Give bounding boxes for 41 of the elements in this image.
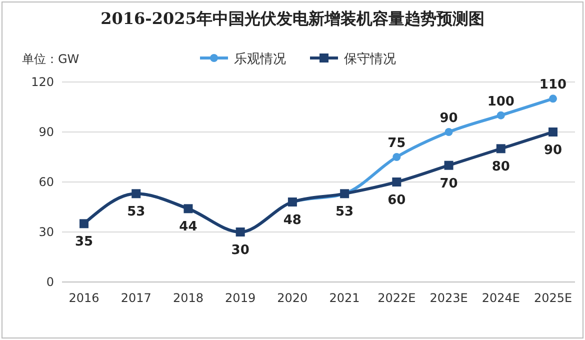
y-tick-label: 60	[38, 175, 54, 189]
x-tick-label: 2019	[225, 291, 256, 305]
point	[496, 111, 505, 120]
data-label: 75	[388, 136, 406, 151]
chart-title: 2016-2025年中国光伏发电新增装机容量趋势预测图	[100, 9, 484, 28]
y-axis-title: 单位：GW	[22, 52, 80, 66]
data-label: 70	[440, 176, 458, 192]
legend-label: 保守情况	[344, 52, 396, 67]
x-tick-label: 2018	[172, 291, 204, 305]
point	[548, 128, 558, 136]
point	[392, 178, 402, 186]
data-label: 53	[336, 204, 354, 220]
data-label: 60	[388, 193, 406, 208]
data-label: 90	[440, 111, 458, 126]
y-tick-label: 120	[31, 75, 54, 89]
point	[549, 94, 557, 103]
point	[444, 128, 453, 136]
data-label: 48	[283, 213, 302, 228]
data-label: 35	[74, 234, 94, 250]
x-tick-label: 2025E	[534, 291, 572, 305]
x-tick-label: 2024E	[482, 291, 520, 305]
y-tick-label: 90	[38, 125, 54, 139]
data-label: 53	[127, 204, 146, 220]
x-tick-label: 2022E	[378, 291, 416, 305]
x-tick-label: 2021	[329, 291, 360, 305]
x-tick-label: 2016	[68, 291, 100, 305]
x-tick-label: 2023E	[430, 291, 468, 305]
data-label: 90	[544, 143, 562, 158]
data-label: 80	[492, 160, 510, 175]
legend-label: 乐观情况	[234, 52, 286, 67]
y-tick-label: 30	[38, 225, 54, 239]
data-label: 44	[179, 220, 198, 235]
x-tick-label: 2020	[277, 291, 308, 305]
data-label: 30	[231, 243, 250, 258]
data-label: 110	[539, 78, 567, 93]
point	[392, 153, 401, 161]
x-tick-label: 2017	[120, 291, 152, 305]
data-label: 100	[487, 94, 514, 110]
point	[444, 160, 454, 170]
point	[496, 144, 506, 154]
y-tick-label: 0	[46, 275, 54, 289]
